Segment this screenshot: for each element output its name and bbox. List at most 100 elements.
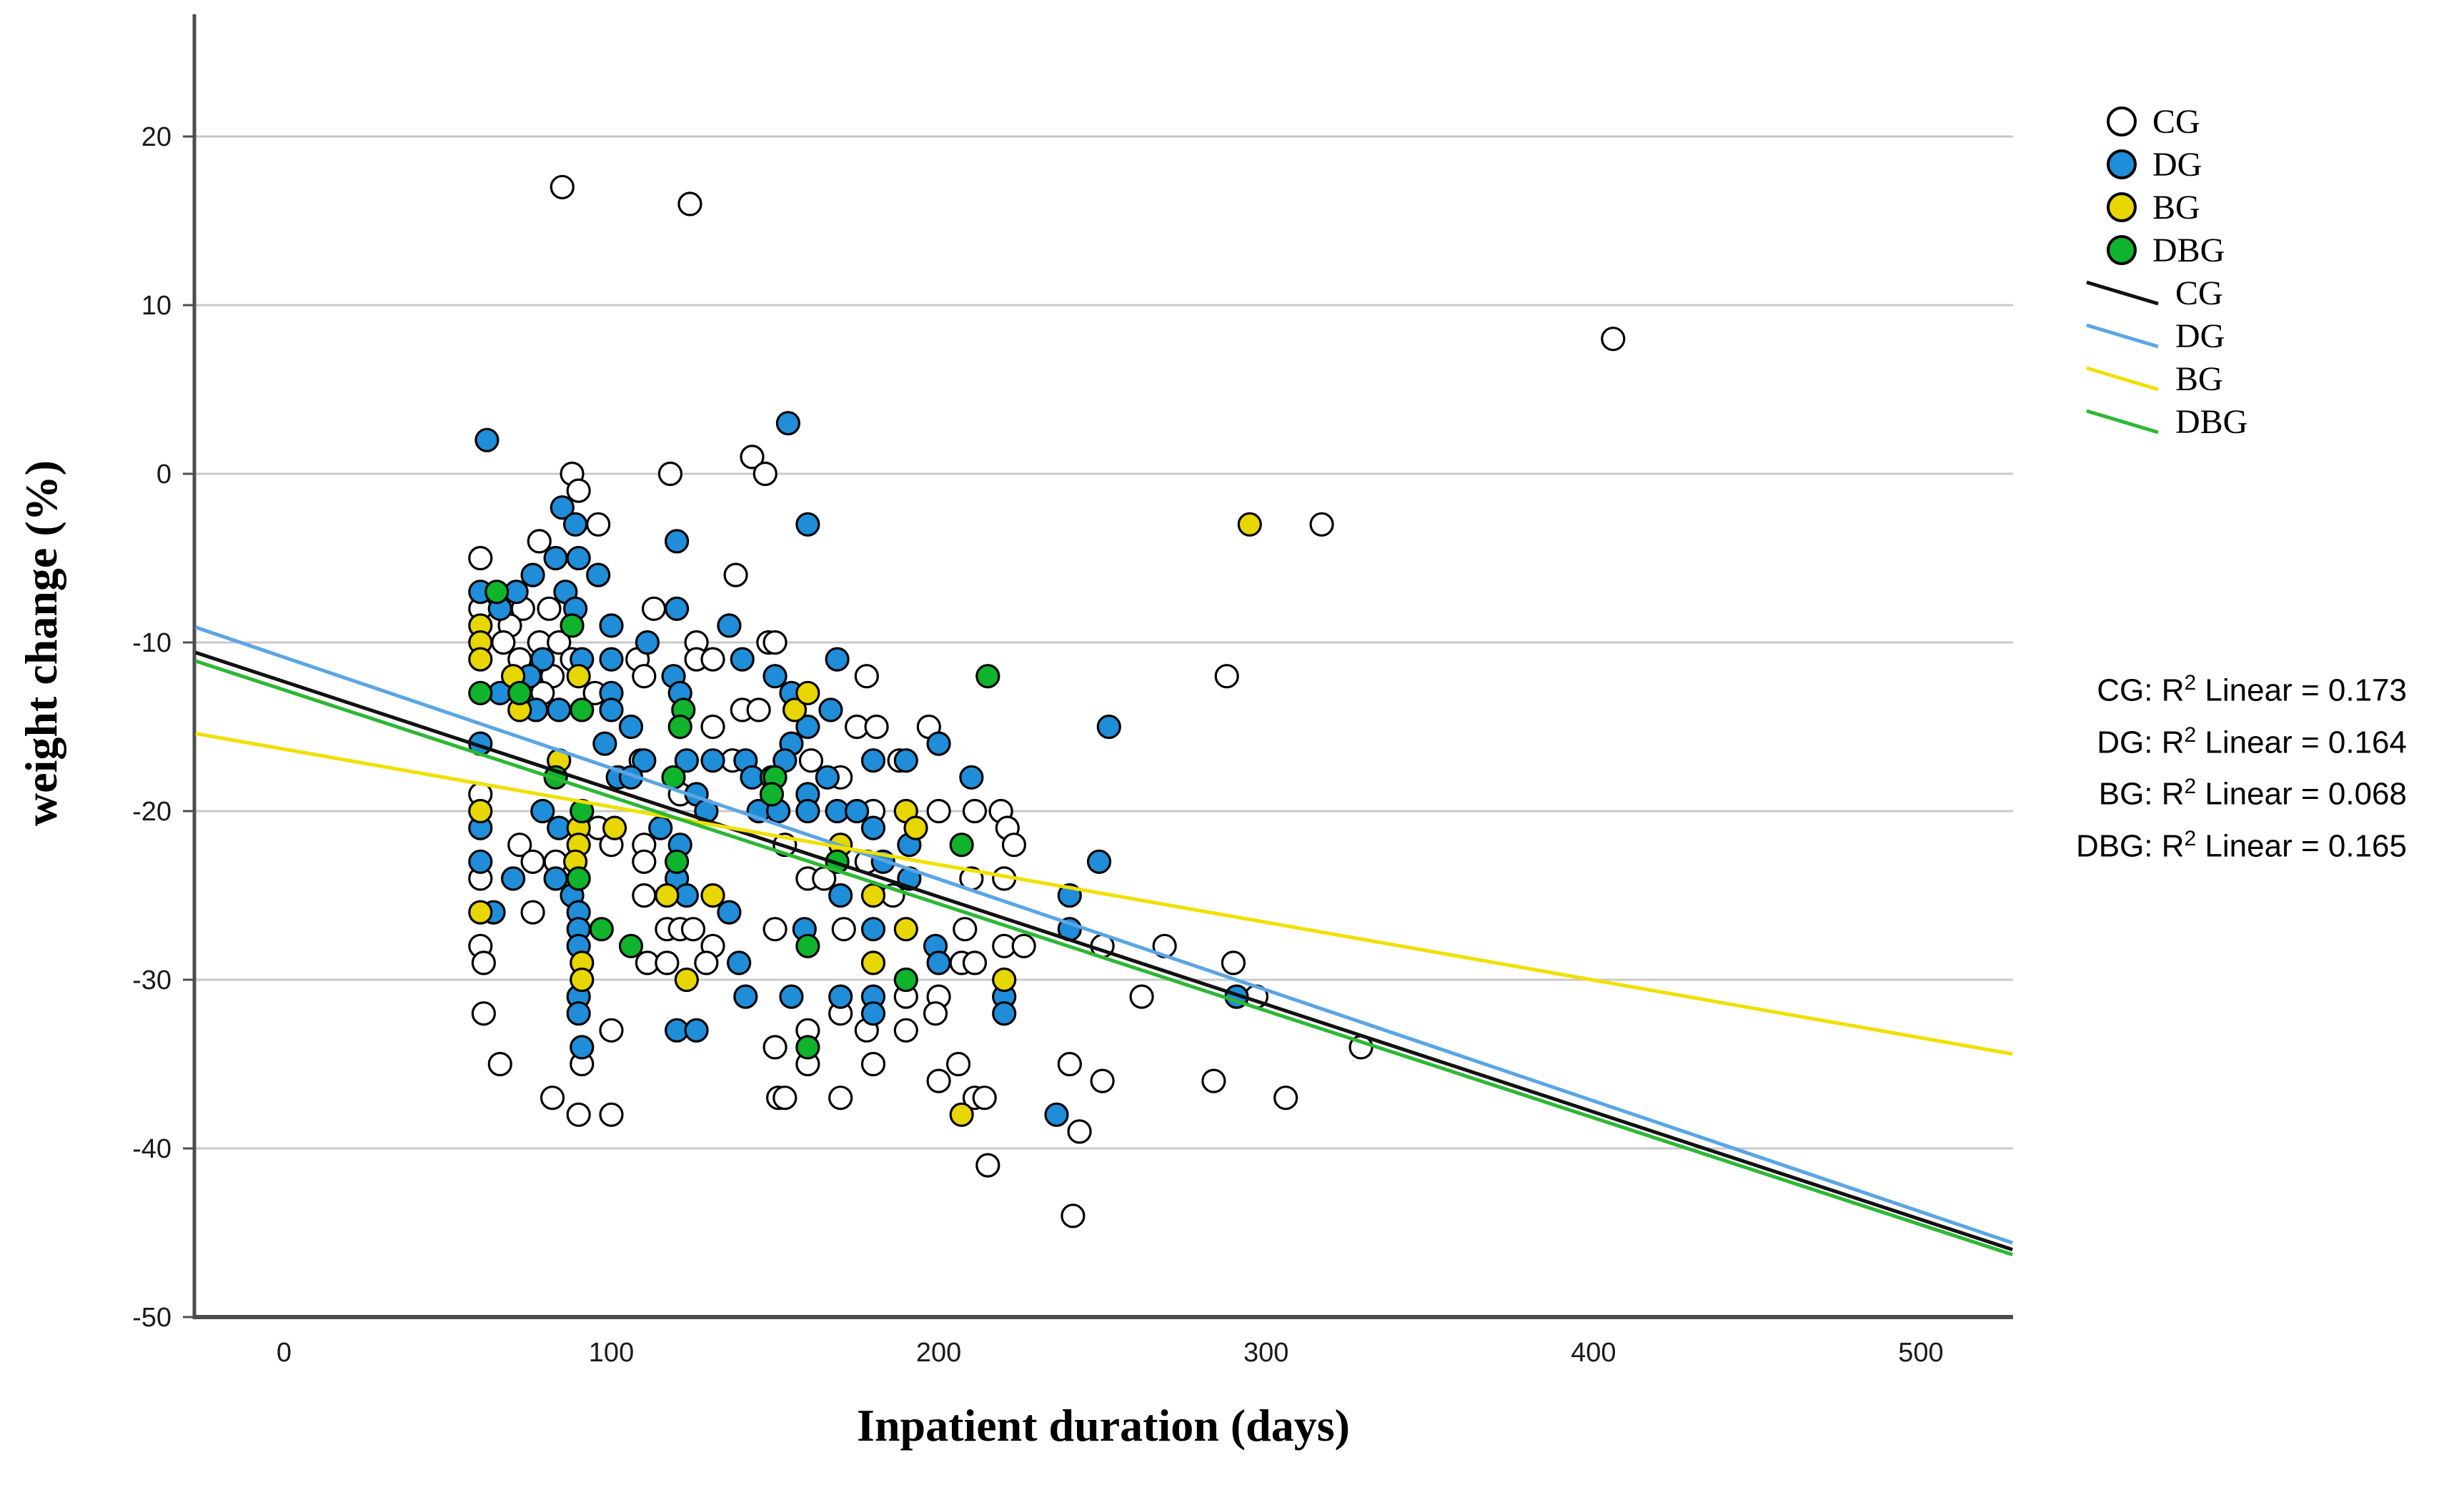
- y-tick-label: -30: [132, 965, 172, 995]
- scatter-point: [618, 933, 644, 958]
- scatter-point: [560, 613, 585, 638]
- scatter-point: [860, 883, 886, 908]
- r2-superscript: 2: [2184, 722, 2197, 747]
- legend-line-swatch: [2086, 409, 2159, 434]
- legend: CG DG BG DBG CG DG BG DBG: [2085, 100, 2457, 443]
- scatter-point: [563, 512, 588, 537]
- scatter-point: [1237, 512, 1262, 537]
- scatter-point: [468, 647, 493, 672]
- scatter-point: [893, 748, 918, 773]
- scatter-point: [655, 950, 680, 975]
- scatter-point: [500, 866, 526, 891]
- scatter-point: [684, 1018, 709, 1043]
- scatter-point: [972, 1086, 997, 1111]
- scatter-point: [599, 647, 624, 672]
- scatter-point: [665, 529, 690, 554]
- r2-prefix: BG: R: [2098, 776, 2185, 812]
- scatter-point: [992, 1001, 1017, 1026]
- scatter-point: [893, 1018, 918, 1043]
- scatter-point: [828, 883, 853, 908]
- scatter-point: [959, 765, 984, 790]
- legend-marker-item: CG: [2085, 100, 2457, 143]
- legend-circle-swatch: [2107, 192, 2137, 222]
- scatter-point: [1067, 1119, 1092, 1144]
- legend-line-glyph: [2086, 280, 2159, 306]
- y-tick-label: -50: [132, 1303, 172, 1333]
- scatter-point: [566, 1102, 591, 1127]
- r2-prefix: DG: R: [2097, 725, 2185, 760]
- scatter-point: [485, 580, 510, 605]
- y-tick-label: -10: [132, 628, 172, 658]
- scatter-point: [962, 950, 988, 975]
- legend-label: BG: [2175, 359, 2223, 398]
- scatter-point: [926, 1068, 951, 1093]
- legend-circle-swatch: [2107, 149, 2137, 179]
- scatter-point: [815, 765, 840, 790]
- scatter-point: [727, 950, 752, 975]
- scatter-point: [700, 647, 725, 672]
- scatter-point: [779, 984, 804, 1009]
- scatter-point: [782, 697, 808, 722]
- legend-marker-item: BG: [2085, 186, 2457, 229]
- scatter-point: [1201, 1068, 1226, 1093]
- scatter-point: [618, 714, 644, 740]
- legend-line-glyph: [2086, 366, 2159, 392]
- legend-line-swatch: [2086, 366, 2159, 392]
- scatter-point: [962, 798, 988, 824]
- r2-value-text: Linear = 0.165: [2196, 828, 2407, 864]
- y-tick-label: -40: [132, 1134, 172, 1164]
- scatter-point: [903, 815, 928, 840]
- scatter-point: [795, 512, 820, 537]
- legend-line-item: BG: [2085, 357, 2457, 400]
- scatter-point: [468, 900, 493, 925]
- scatter-point: [975, 664, 1000, 689]
- scatter-point: [775, 411, 800, 436]
- scatter-point: [723, 562, 748, 587]
- legend-circle-swatch: [2107, 106, 2137, 136]
- scatter-point: [795, 1035, 820, 1060]
- scatter-point: [730, 647, 755, 672]
- scatter-point: [700, 883, 725, 908]
- x-tick-label: 400: [1571, 1338, 1616, 1368]
- scatter-point: [530, 647, 555, 672]
- scatter-point: [599, 613, 624, 638]
- scatter-point: [1060, 1203, 1086, 1228]
- scatter-point: [589, 917, 614, 942]
- legend-line-item: CG: [2085, 272, 2457, 314]
- r2-line: DG: R2 Linear = 0.164: [2076, 713, 2407, 765]
- scatter-point: [566, 478, 591, 503]
- legend-label: DG: [2175, 317, 2225, 355]
- scatter-point: [860, 917, 886, 942]
- scatter-point: [864, 714, 889, 740]
- scatter-point: [537, 596, 562, 621]
- scatter-point: [945, 1051, 971, 1077]
- scatter-point: [632, 849, 657, 874]
- legend-circle-swatch: [2107, 235, 2137, 265]
- legend-label: DBG: [2175, 402, 2248, 441]
- scatter-point: [468, 798, 493, 824]
- r2-superscript: 2: [2184, 826, 2197, 850]
- scatter-point: [665, 849, 690, 874]
- scatter-point: [795, 933, 820, 958]
- scatter-point: [507, 680, 532, 705]
- scatter-point: [599, 697, 624, 722]
- scatter-point: [520, 849, 545, 874]
- scatter-point: [1309, 512, 1334, 537]
- scatter-group-BG: [468, 512, 1262, 1127]
- scatter-point: [1090, 1068, 1115, 1093]
- legend-label: DG: [2152, 145, 2202, 184]
- legend-marker-section: CG DG BG DBG: [2085, 100, 2457, 272]
- scatter-point: [468, 680, 493, 705]
- scatter-point: [893, 917, 918, 942]
- scatter-point: [566, 1001, 591, 1026]
- fit-line-DG: [194, 625, 2013, 1245]
- r2-line: DBG: R2 Linear = 0.165: [2076, 817, 2407, 869]
- scatter-point: [860, 950, 886, 975]
- y-tick-label: -20: [132, 797, 172, 827]
- scatter-point: [854, 664, 879, 689]
- r2-prefix: CG: R: [2097, 672, 2185, 708]
- scatter-point: [491, 630, 516, 655]
- scatter-point: [860, 815, 886, 840]
- scatter-point: [949, 833, 974, 858]
